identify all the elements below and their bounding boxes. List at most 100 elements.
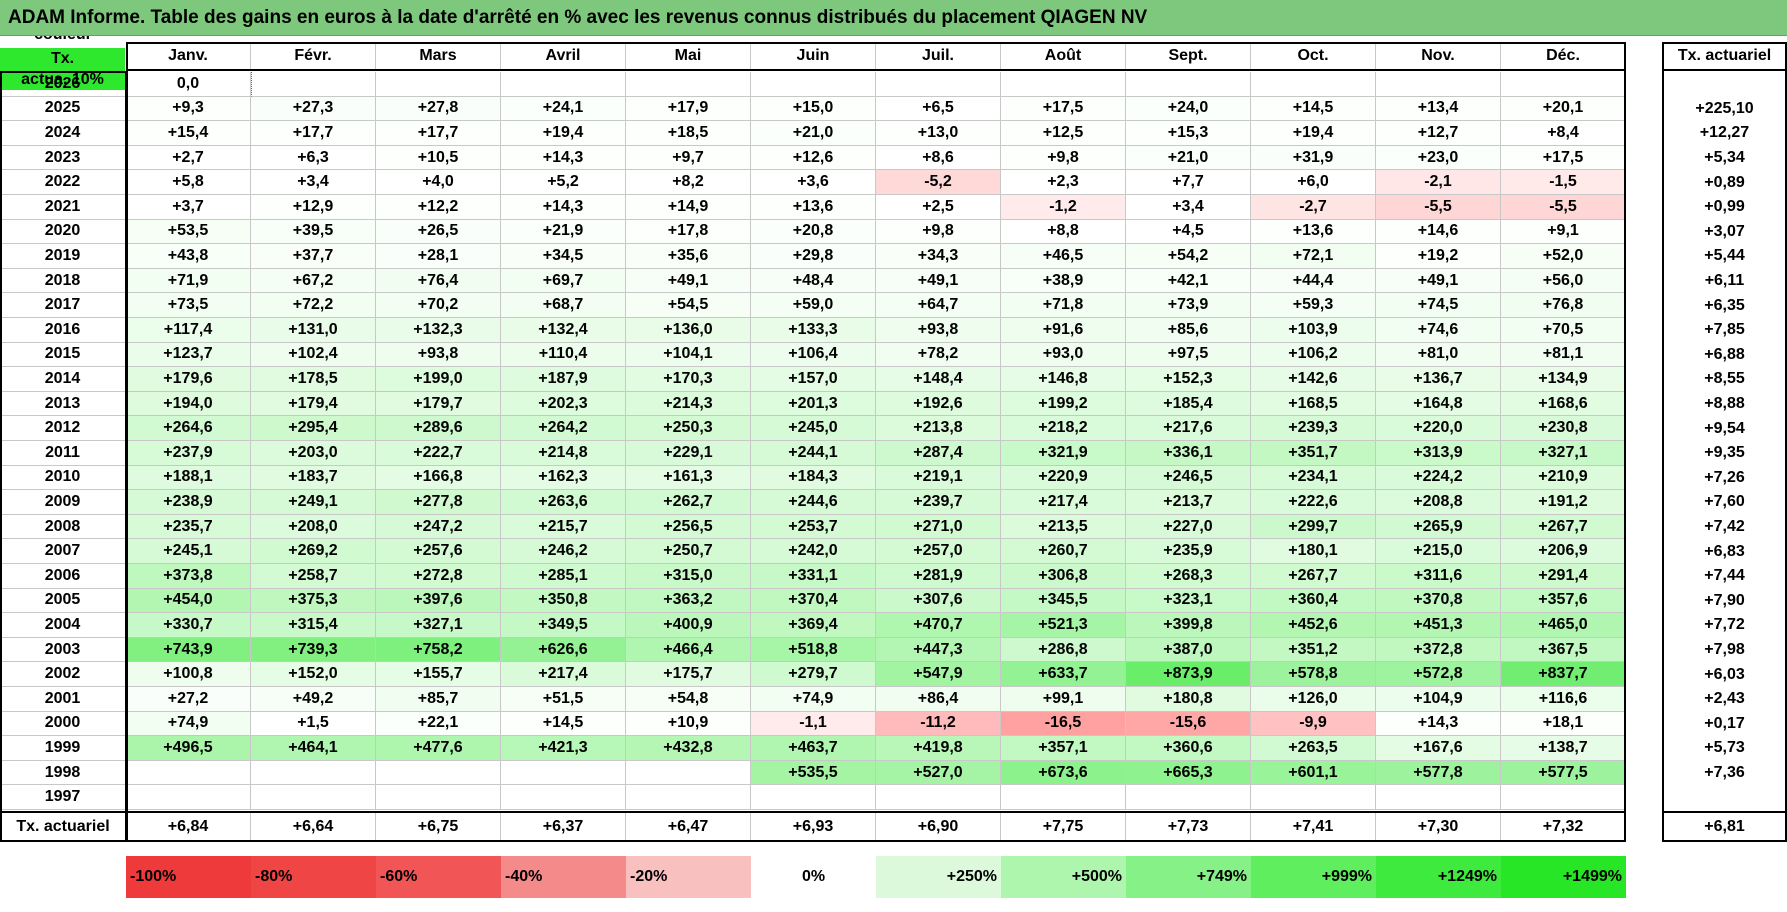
table-cell[interactable]: +191,2 [1501,490,1626,515]
table-cell[interactable]: +626,6 [501,637,626,663]
table-cell[interactable]: +247,2 [376,514,501,540]
table-cell[interactable]: +7,7 [1126,170,1251,195]
table-cell[interactable]: +100,8 [126,662,251,687]
table-cell[interactable]: +17,7 [376,121,501,146]
table-cell[interactable]: +12,9 [251,195,376,220]
table-cell[interactable] [1501,785,1626,810]
table-cell[interactable] [501,72,626,97]
table-cell[interactable]: +106,2 [1251,342,1376,368]
table-cell[interactable]: +3,4 [251,170,376,195]
table-cell[interactable] [876,785,1001,810]
table-cell[interactable]: +351,7 [1251,441,1376,466]
table-cell[interactable] [1001,785,1126,810]
table-cell[interactable]: +106,4 [751,342,876,368]
table-cell[interactable]: +44,4 [1251,268,1376,294]
table-cell[interactable]: +179,6 [126,367,251,392]
table-cell[interactable]: +188,1 [126,465,251,491]
table-cell[interactable]: +214,3 [626,391,751,417]
table-cell[interactable]: +295,4 [251,416,376,441]
table-cell[interactable]: +215,0 [1376,539,1501,564]
table-cell[interactable]: +229,1 [626,441,751,466]
table-cell[interactable]: +43,8 [126,244,251,269]
table-cell[interactable] [751,72,876,97]
table-cell[interactable]: +70,5 [1501,318,1626,343]
table-cell[interactable]: +54,2 [1126,244,1251,269]
table-cell[interactable]: +179,4 [251,391,376,417]
table-cell[interactable]: +74,9 [126,711,251,737]
table-cell[interactable]: +239,7 [876,490,1001,515]
table-cell[interactable]: +136,0 [626,318,751,343]
table-cell[interactable]: +155,7 [376,662,501,687]
table-cell[interactable] [251,72,376,97]
table-cell[interactable]: +269,2 [251,539,376,564]
table-cell[interactable]: +178,5 [251,367,376,392]
table-cell[interactable]: -2,7 [1251,195,1376,220]
table-cell[interactable]: +187,9 [501,367,626,392]
table-cell[interactable] [1001,72,1126,97]
table-cell[interactable]: +27,8 [376,96,501,122]
table-cell[interactable]: +287,4 [876,441,1001,466]
table-cell[interactable]: +758,2 [376,637,501,663]
table-cell[interactable]: +357,1 [1001,736,1126,761]
table-cell[interactable]: +2,3 [1001,170,1126,195]
table-cell[interactable]: +131,0 [251,318,376,343]
table-cell[interactable]: +307,6 [876,588,1001,614]
table-cell[interactable]: +72,1 [1251,244,1376,269]
table-cell[interactable]: +527,0 [876,760,1001,786]
table-cell[interactable]: +104,9 [1376,687,1501,712]
table-cell[interactable]: +345,5 [1001,588,1126,614]
table-cell[interactable] [626,760,751,786]
table-cell[interactable]: +330,7 [126,613,251,638]
table-cell[interactable]: +53,5 [126,219,251,245]
table-cell[interactable]: +222,6 [1251,490,1376,515]
table-cell[interactable]: +148,4 [876,367,1001,392]
table-cell[interactable]: +323,1 [1126,588,1251,614]
table-cell[interactable] [626,72,751,97]
table-cell[interactable]: +76,8 [1501,293,1626,318]
table-cell[interactable]: +8,6 [876,145,1001,171]
table-cell[interactable]: +70,2 [376,293,501,318]
table-cell[interactable]: +185,4 [1126,391,1251,417]
table-cell[interactable]: +59,3 [1251,293,1376,318]
table-cell[interactable]: +8,4 [1501,121,1626,146]
table-cell[interactable]: +250,3 [626,416,751,441]
table-cell[interactable]: +52,0 [1501,244,1626,269]
table-cell[interactable]: +93,8 [876,318,1001,343]
table-cell[interactable]: +215,7 [501,514,626,540]
table-cell[interactable]: +56,0 [1501,268,1626,294]
table-cell[interactable]: +299,7 [1251,514,1376,540]
table-cell[interactable]: +291,4 [1501,564,1626,589]
table-cell[interactable]: +24,1 [501,96,626,122]
table-cell[interactable]: +12,6 [751,145,876,171]
table-cell[interactable]: +496,5 [126,736,251,761]
table-cell[interactable]: +235,7 [126,514,251,540]
table-cell[interactable] [1251,785,1376,810]
table-cell[interactable]: +577,5 [1501,760,1626,786]
table-cell[interactable]: +93,8 [376,342,501,368]
table-cell[interactable]: +21,0 [1126,145,1251,171]
table-cell[interactable]: +93,0 [1001,342,1126,368]
table-cell[interactable]: +85,7 [376,687,501,712]
table-cell[interactable]: -5,2 [876,170,1001,195]
table-cell[interactable]: +17,7 [251,121,376,146]
table-cell[interactable] [501,785,626,810]
table-cell[interactable]: +67,2 [251,268,376,294]
table-cell[interactable]: -16,5 [1001,711,1126,737]
table-cell[interactable]: +470,7 [876,613,1001,638]
table-cell[interactable]: +202,3 [501,391,626,417]
table-cell[interactable]: +201,3 [751,391,876,417]
table-cell[interactable]: +465,0 [1501,613,1626,638]
table-cell[interactable] [251,760,376,786]
table-cell[interactable]: +49,1 [876,268,1001,294]
table-cell[interactable]: +51,5 [501,687,626,712]
table-cell[interactable] [251,785,376,810]
table-cell[interactable]: +73,9 [1126,293,1251,318]
table-cell[interactable]: +175,7 [626,662,751,687]
table-cell[interactable]: +21,0 [751,121,876,146]
table-cell[interactable]: +237,9 [126,441,251,466]
table-cell[interactable]: +464,1 [251,736,376,761]
table-cell[interactable]: +85,6 [1126,318,1251,343]
table-cell[interactable]: +369,4 [751,613,876,638]
table-cell[interactable]: +13,4 [1376,96,1501,122]
table-cell[interactable]: +217,4 [501,662,626,687]
